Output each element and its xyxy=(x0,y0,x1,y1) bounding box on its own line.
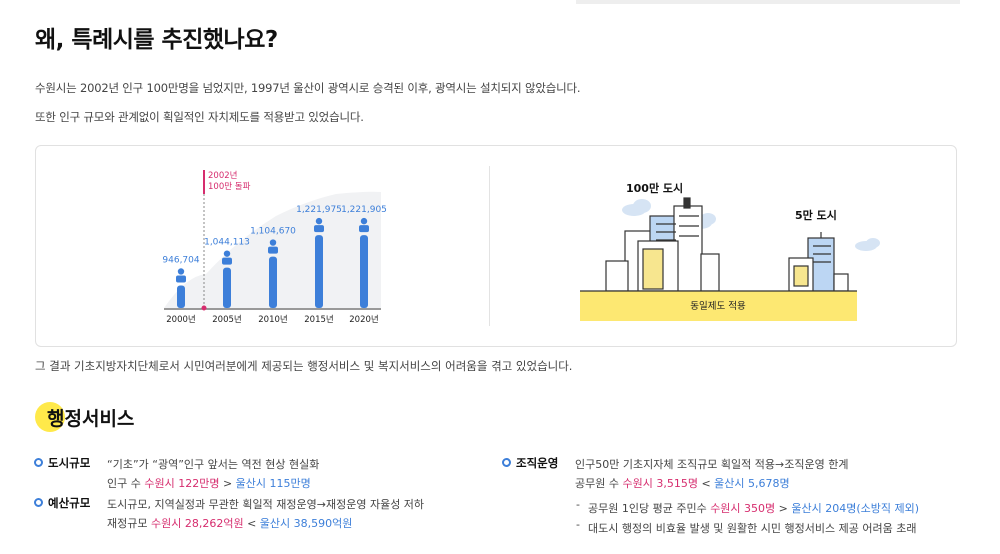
budget-suwon-value: 수원시 28,262억원 xyxy=(150,517,244,530)
person-head-icon xyxy=(177,268,185,275)
chart-bar-4 xyxy=(360,235,368,308)
sub-dash-icon: - xyxy=(576,518,580,531)
big-city-icon xyxy=(605,197,720,292)
person-head-icon xyxy=(315,217,323,225)
city-line-2: 인구 수 수원시 122만명 > 울산시 115만명 xyxy=(107,475,311,491)
person-head-icon xyxy=(223,250,231,257)
heading-highlight-dot xyxy=(35,402,65,432)
chart-bar-0 xyxy=(177,285,185,308)
section-heading-text: 행정서비스 xyxy=(47,408,135,430)
item-label-org: 조직운영 xyxy=(516,456,559,470)
org-line-2: 공무원 수 수원시 3,515명 < 울산시 5,678명 xyxy=(575,475,790,491)
section-heading: 행정서비스 xyxy=(35,400,175,432)
budget-line-2-prefix: 재정규모 xyxy=(107,517,151,530)
intro-paragraph-1: 수원시는 2002년 인구 100만명을 넘었지만, 1997년 울산이 광역시… xyxy=(35,81,581,95)
city-comparator: > xyxy=(219,477,236,490)
intro-paragraph-2: 또한 인구 규모와 관계없이 획일적인 자치제도를 적용받고 있었습니다. xyxy=(35,110,364,124)
small-city-label: 5만 도시 xyxy=(795,208,837,222)
top-scroll-bar xyxy=(576,0,960,4)
chart-tick-0: 2000년 xyxy=(166,314,195,325)
ground-band xyxy=(580,291,857,321)
panel-divider xyxy=(489,166,490,326)
result-paragraph: 그 결과 기초지방자치단체로서 시민여러분에게 제공되는 행정서비스 및 복지서… xyxy=(35,359,573,373)
chart-value-label-0: 946,704 xyxy=(162,255,199,265)
page-title: 왜, 특례시를 추진했나요? xyxy=(35,27,278,53)
budget-line-1: 도시규모, 지역실정과 무관한 획일적 재정운영→재정운영 자율성 저하 xyxy=(107,498,425,511)
chart-tick-4: 2020년 xyxy=(349,314,378,325)
annotation-text-0: 2002년 xyxy=(208,170,237,181)
infographic-panel: 2000년 2005년 2010년 2015년 2020년 946,704 1,044,1… xyxy=(35,145,957,347)
org-sub1-ulsan: 울산시 204명(소방직 제외) xyxy=(791,502,920,515)
city-line-1: “기초”가 “광역”인구 앞서는 역전 현상 현실화 xyxy=(107,458,320,471)
population-chart: 2000년 2005년 2010년 2015년 2020년 946,704 1,044,1… xyxy=(162,170,387,325)
annotation-dot xyxy=(201,305,207,311)
budget-line-2: 재정규모 수원시 28,262억원 < 울산시 38,590억원 xyxy=(107,515,352,531)
org-line-1: 인구50만 기초지자체 조직규모 획일적 적용→조직운영 한계 xyxy=(575,458,849,471)
bullet-icon xyxy=(34,498,43,507)
chart-value-label-1: 1,044,113 xyxy=(204,238,250,248)
city-line-2-prefix: 인구 수 xyxy=(107,477,145,490)
city-suwon-value: 수원시 122만명 xyxy=(144,477,220,490)
person-head-icon xyxy=(360,217,368,225)
budget-ulsan-value: 울산시 38,590억원 xyxy=(259,517,353,530)
city-ulsan-value: 울산시 115만명 xyxy=(235,477,311,490)
person-body-icon xyxy=(176,275,186,283)
chart-tick-3: 2015년 xyxy=(304,314,333,325)
annotation-text-1: 100만 돌파 xyxy=(208,182,251,192)
org-suwon-value: 수원시 3,515명 xyxy=(622,477,698,490)
item-label-budget: 예산규모 xyxy=(48,496,91,510)
sub-dash-icon: - xyxy=(576,498,580,511)
chart-bar-2 xyxy=(269,256,277,308)
chart-value-label-3: 1,221,975 xyxy=(296,205,342,215)
org-sub1-suwon: 수원시 350명 xyxy=(710,502,776,515)
person-body-icon xyxy=(314,225,324,233)
big-city-label: 100만 도시 xyxy=(626,181,683,195)
budget-comparator: < xyxy=(243,517,260,530)
bullet-icon xyxy=(502,458,511,467)
chart-value-label-4: 1,221,905 xyxy=(341,205,387,215)
person-body-icon xyxy=(222,257,232,265)
org-sub1-prefix: 공무원 1인당 평균 주민수 xyxy=(588,502,711,515)
small-city-icon xyxy=(788,232,849,292)
org-sub-line-2: 대도시 행정의 비효율 발생 및 원활한 시민 행정서비스 제공 어려움 초래 xyxy=(588,522,917,535)
chart-bar-3 xyxy=(315,235,323,308)
chart-tick-2: 2010년 xyxy=(258,314,287,325)
person-body-icon xyxy=(268,246,278,254)
chart-tick-1: 2005년 xyxy=(212,314,241,325)
org-comparator: < xyxy=(697,477,715,490)
person-body-icon xyxy=(359,225,369,233)
ground-label: 동일제도 적용 xyxy=(690,300,746,312)
annotation-marker xyxy=(203,170,205,194)
org-line-2-prefix: 공무원 수 xyxy=(575,477,623,490)
chart-value-label-2: 1,104,670 xyxy=(250,227,296,237)
org-ulsan-value: 울산시 5,678명 xyxy=(714,477,790,490)
item-label-city: 도시규모 xyxy=(48,456,91,470)
person-head-icon xyxy=(269,239,277,246)
chart-bar-1 xyxy=(223,267,231,308)
bullet-icon xyxy=(34,458,43,467)
org-sub1-comparator: > xyxy=(775,502,792,515)
city-illustration: 100만 도시 5만 도시 xyxy=(580,181,880,321)
org-sub-line-1: 공무원 1인당 평균 주민수 수원시 350명 > 울산시 204명(소방직 제… xyxy=(588,500,919,516)
